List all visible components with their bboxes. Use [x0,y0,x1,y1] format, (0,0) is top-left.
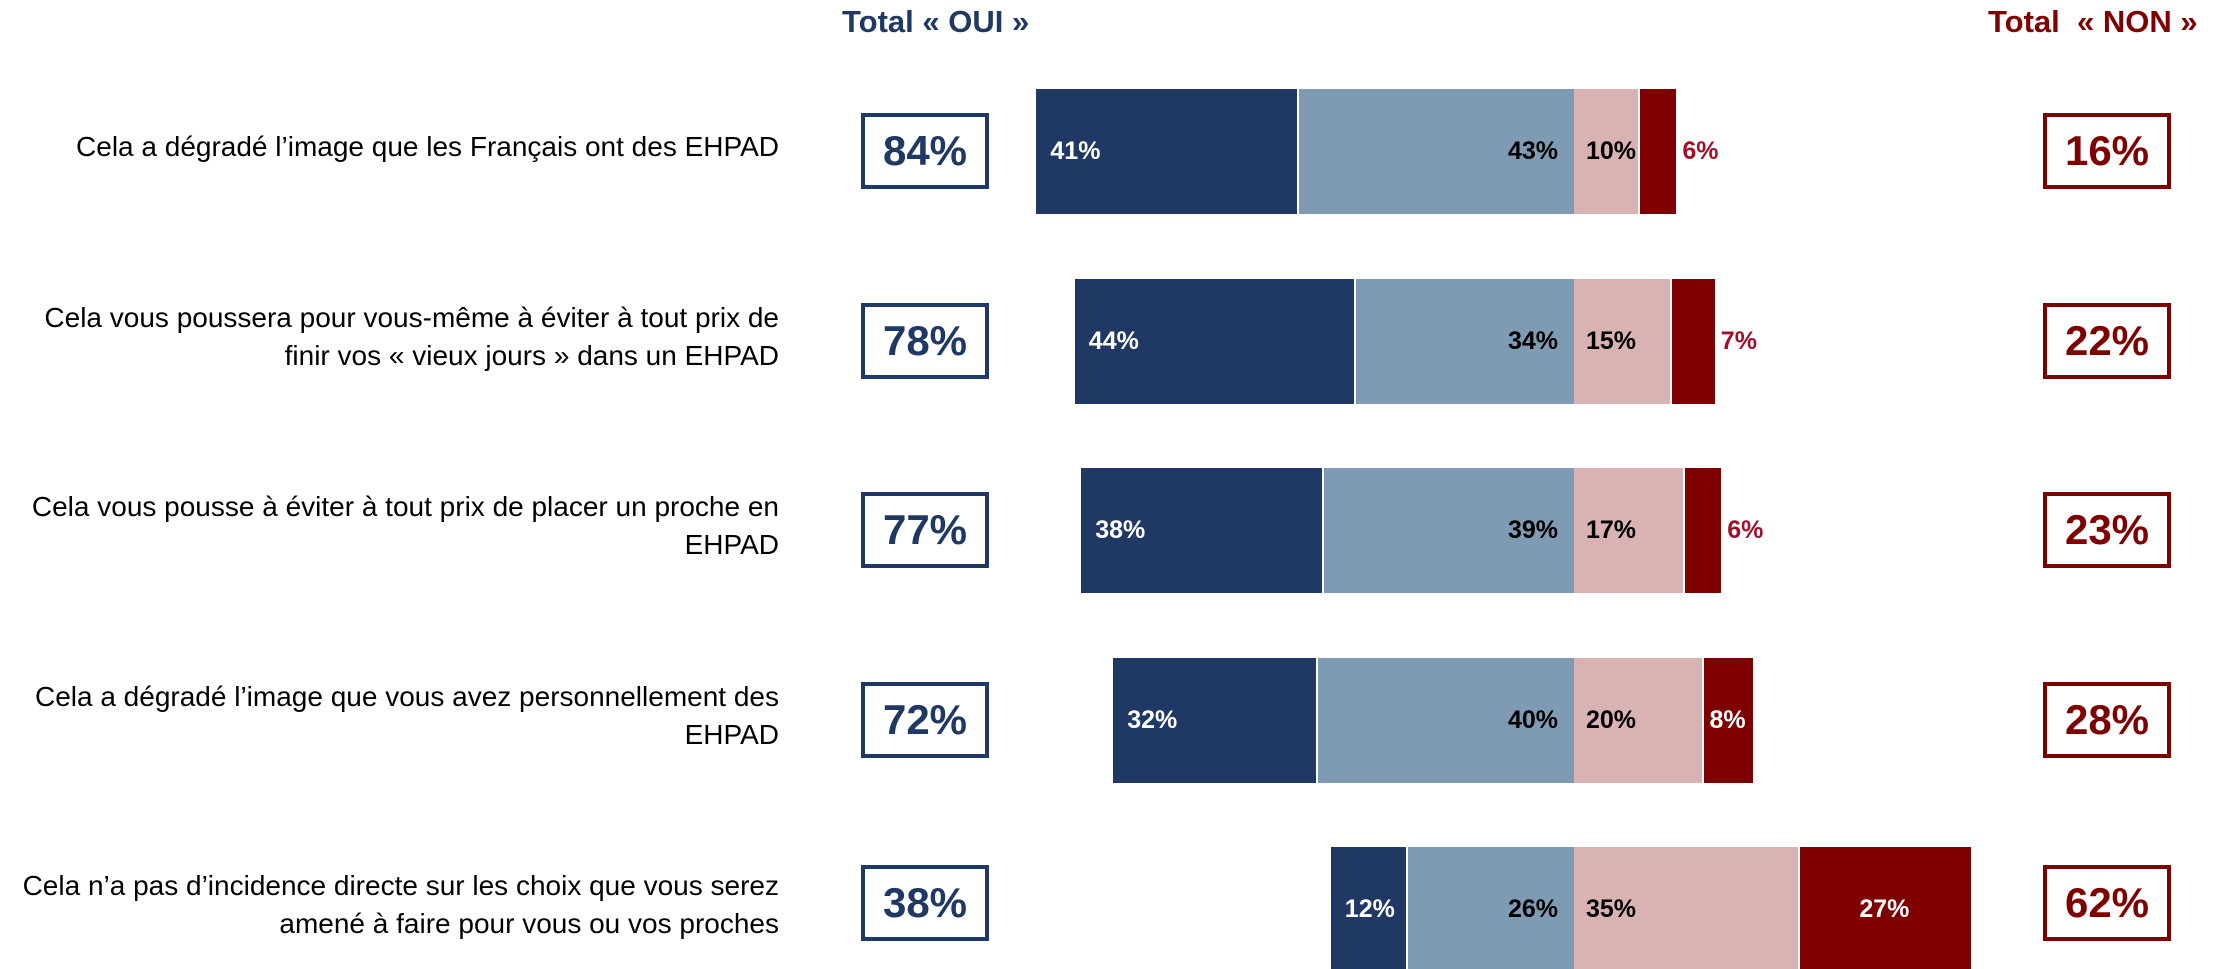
bar-segment [1074,278,1357,404]
bar-segment [1356,278,1574,404]
value-label: 41% [1050,136,1101,165]
bar-segment [1682,467,1722,593]
bar-segment [1702,657,1754,783]
value-label: 34% [1507,326,1558,355]
value-label: 43% [1507,136,1558,165]
category-label: Cela a dégradé l’image que les Français … [76,131,779,162]
value-label: 12% [1344,894,1395,923]
value-label: 15% [1586,326,1637,355]
category-label: Cela n’a pas d’incidence directe sur les… [22,870,779,939]
bar-segment [1574,657,1702,783]
bar-segment [1298,88,1574,214]
bar-segment [1081,467,1325,593]
yes-title: Total « OUI » [842,4,1030,39]
bar-segment [1798,846,1971,969]
bar-segment [1318,657,1574,783]
value-label: 6% [1727,515,1764,544]
bar-segment [1407,846,1574,969]
value-label: 39% [1507,515,1558,544]
category-label: Cela a dégradé l’image que vous avez per… [34,681,779,750]
value-label: 6% [1682,136,1719,165]
bar-segment [1324,467,1574,593]
no-total: 28% [2043,682,2171,758]
value-label: 44% [1088,326,1139,355]
category-label: Cela vous poussera pour vous-même à évit… [44,302,779,371]
bar-segment [1574,467,1683,593]
bar-segment [1330,846,1408,969]
yes-total: 84% [861,113,989,189]
value-label: 27% [1859,894,1910,923]
category-label: Cela vous pousse à éviter à tout prix de… [31,491,779,560]
bar-segment [1574,846,1798,969]
no-total: 62% [2043,865,2171,941]
value-label: 38% [1095,515,1146,544]
yes-total: 38% [861,865,989,941]
bar-segment [1036,88,1299,214]
bar-segment [1638,88,1677,214]
no-total: 16% [2043,113,2171,189]
yes-total: 78% [861,303,989,379]
yes-total: 72% [861,682,989,758]
bar-segment [1574,88,1638,214]
bar-segment [1670,278,1715,404]
value-label: 17% [1586,515,1637,544]
value-label: 7% [1720,326,1757,355]
bar-segment [1113,657,1318,783]
value-label: 10% [1586,136,1637,165]
value-label: 20% [1586,705,1637,734]
value-label: 8% [1709,705,1746,734]
no-total: 23% [2043,492,2171,568]
no-title: Total « NON » [1988,4,2198,39]
yes-total: 77% [861,492,989,568]
value-label: 35% [1586,894,1637,923]
no-total: 22% [2043,303,2171,379]
value-label: 32% [1127,705,1178,734]
value-label: 26% [1507,894,1558,923]
bar-segment [1574,278,1670,404]
value-label: 40% [1507,705,1558,734]
